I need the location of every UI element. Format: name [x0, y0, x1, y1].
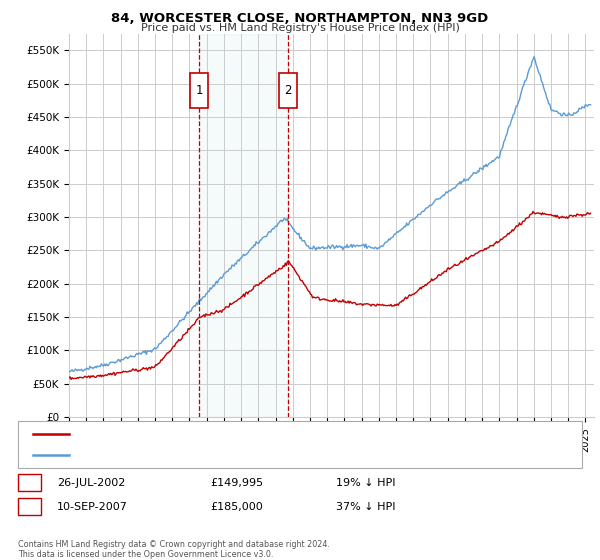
- Text: 84, WORCESTER CLOSE, NORTHAMPTON, NN3 9GD (detached house): 84, WORCESTER CLOSE, NORTHAMPTON, NN3 9G…: [78, 429, 422, 439]
- Text: 19% ↓ HPI: 19% ↓ HPI: [336, 478, 395, 488]
- Text: 37% ↓ HPI: 37% ↓ HPI: [336, 502, 395, 512]
- Text: 2: 2: [26, 502, 33, 512]
- Text: Price paid vs. HM Land Registry's House Price Index (HPI): Price paid vs. HM Land Registry's House …: [140, 23, 460, 33]
- Text: 26-JUL-2002: 26-JUL-2002: [57, 478, 125, 488]
- Text: 84, WORCESTER CLOSE, NORTHAMPTON, NN3 9GD: 84, WORCESTER CLOSE, NORTHAMPTON, NN3 9G…: [112, 12, 488, 25]
- Bar: [199, 34, 287, 417]
- Text: 1: 1: [196, 84, 203, 97]
- Bar: [278, 73, 296, 108]
- Text: HPI: Average price, detached house, West Northamptonshire: HPI: Average price, detached house, West…: [78, 450, 380, 460]
- Text: 1: 1: [26, 478, 33, 488]
- Text: £149,995: £149,995: [210, 478, 263, 488]
- Text: £185,000: £185,000: [210, 502, 263, 512]
- Text: Contains HM Land Registry data © Crown copyright and database right 2024.
This d: Contains HM Land Registry data © Crown c…: [18, 540, 330, 559]
- Bar: [190, 73, 208, 108]
- Text: 2: 2: [284, 84, 292, 97]
- Text: 10-SEP-2007: 10-SEP-2007: [57, 502, 128, 512]
